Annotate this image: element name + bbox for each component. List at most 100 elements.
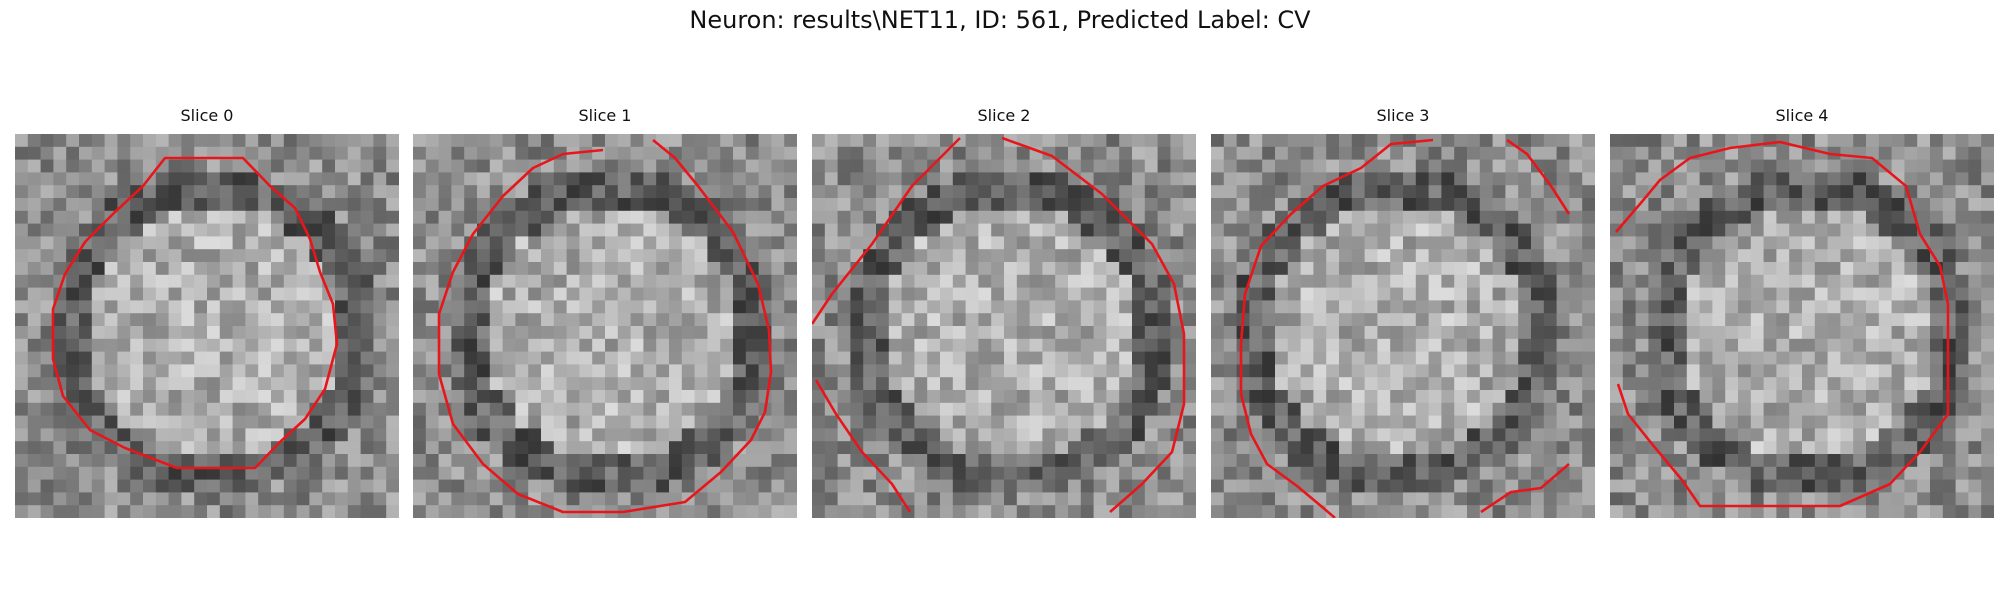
pixel [1968, 505, 1982, 518]
pixel [143, 441, 157, 455]
pixel [1287, 223, 1301, 237]
pixel [824, 249, 838, 263]
pixel [643, 492, 657, 506]
pixel [1699, 364, 1713, 378]
pixel [579, 454, 593, 468]
pixel [1262, 274, 1276, 288]
pixel [528, 428, 542, 442]
pixel [1622, 377, 1636, 391]
pixel [1635, 415, 1649, 429]
pixel [952, 146, 966, 160]
pixel [1236, 466, 1250, 480]
pixel [502, 223, 516, 237]
pixel [1674, 402, 1688, 416]
pixel [1776, 185, 1790, 199]
pixel [1004, 364, 1018, 378]
pixel [1042, 159, 1056, 173]
pixel [373, 159, 387, 173]
pixel [1917, 326, 1931, 340]
pixel [1531, 249, 1545, 263]
pixel [1648, 505, 1662, 518]
pixel [1300, 287, 1314, 301]
pixel [1467, 492, 1481, 506]
pixel [579, 185, 593, 199]
pixel [681, 172, 695, 186]
pixel [130, 390, 144, 404]
pixel [232, 402, 246, 416]
pixel [965, 198, 979, 212]
pixel [40, 159, 54, 173]
pixel [1351, 479, 1365, 493]
slice-1-contour [437, 138, 773, 514]
pixel [669, 287, 683, 301]
pixel [1955, 454, 1969, 468]
pixel [566, 210, 580, 224]
pixel [1738, 287, 1752, 301]
pixel [1492, 441, 1506, 455]
pixel [1300, 274, 1314, 288]
pixel [79, 402, 93, 416]
pixel [464, 159, 478, 173]
pixel [79, 249, 93, 263]
pixel [1262, 466, 1276, 480]
pixel [1042, 262, 1056, 276]
pixel [1262, 441, 1276, 455]
pixel [347, 146, 361, 160]
pixel [1326, 287, 1340, 301]
pixel [1029, 159, 1043, 173]
pixel [1569, 428, 1583, 442]
pixel [219, 134, 233, 148]
pixel [812, 287, 826, 301]
pixel [219, 466, 233, 480]
pixel [914, 274, 928, 288]
pixel [155, 390, 169, 404]
pixel [194, 428, 208, 442]
pixel [1287, 377, 1301, 391]
pixel [245, 466, 259, 480]
pixel [1968, 300, 1982, 314]
pixel [1556, 402, 1570, 416]
pixel [1042, 479, 1056, 493]
pixel [219, 377, 233, 391]
pixel [53, 492, 67, 506]
pixel [1016, 326, 1030, 340]
pixel [451, 492, 465, 506]
pixel [1454, 338, 1468, 352]
pixel [91, 185, 105, 199]
pixel [309, 223, 323, 237]
pixel [1981, 454, 1994, 468]
pixel [1674, 262, 1688, 276]
pixel [1262, 223, 1276, 237]
pixel [1403, 287, 1417, 301]
pixel [1763, 198, 1777, 212]
pixel [283, 454, 297, 468]
pixel [1942, 428, 1956, 442]
pixel [413, 351, 427, 365]
pixel [927, 134, 941, 148]
pixel [322, 326, 336, 340]
pixel [605, 198, 619, 212]
pixel [1802, 300, 1816, 314]
pixel [1326, 377, 1340, 391]
pixel [630, 236, 644, 250]
pixel [1543, 249, 1557, 263]
pixel [386, 210, 399, 224]
pixel [15, 274, 29, 288]
pixel [1377, 364, 1391, 378]
pixel [1648, 313, 1662, 327]
pixel [373, 274, 387, 288]
pixel [1827, 223, 1841, 237]
pixel [669, 172, 683, 186]
pixel [1622, 274, 1636, 288]
pixel [1390, 172, 1404, 186]
pixel [528, 249, 542, 263]
pixel [1223, 146, 1237, 160]
pixel [438, 185, 452, 199]
pixel [1042, 351, 1056, 365]
pixel [605, 441, 619, 455]
pixel [1840, 466, 1854, 480]
pixel [155, 479, 169, 493]
pixel [143, 223, 157, 237]
pixel [515, 287, 529, 301]
pixel [1080, 172, 1094, 186]
